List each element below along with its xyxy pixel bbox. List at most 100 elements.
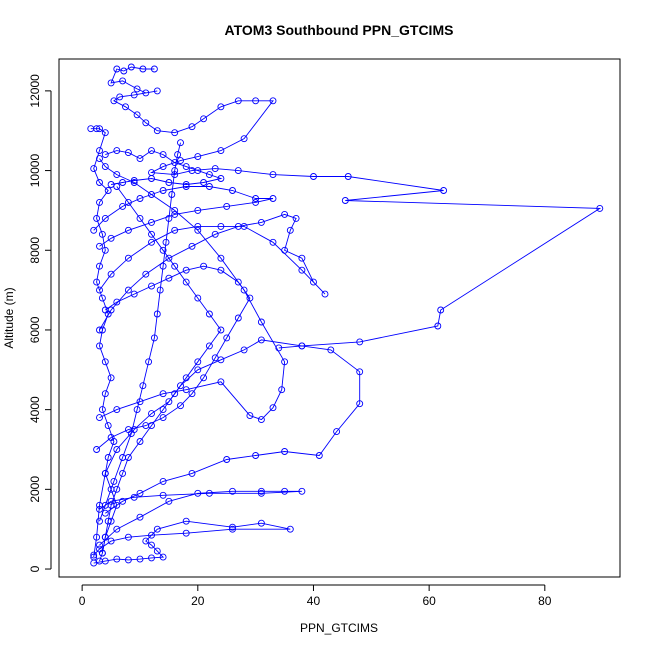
data-point xyxy=(217,175,225,182)
data-point xyxy=(159,477,167,485)
data-point xyxy=(96,262,103,270)
data-point xyxy=(298,254,306,262)
data-point xyxy=(153,87,161,95)
data-point xyxy=(96,517,103,525)
x-tick-label: 20 xyxy=(191,594,205,608)
series-line xyxy=(93,520,291,564)
data-point xyxy=(104,187,112,194)
data-point xyxy=(96,541,103,549)
data-point xyxy=(269,97,277,105)
data-point xyxy=(104,454,112,461)
data-point xyxy=(98,294,106,302)
data-point xyxy=(177,139,184,147)
data-point xyxy=(292,214,300,222)
chart-title: ATOM3 Southbound PPN_GTCIMS xyxy=(225,22,454,38)
data-point xyxy=(252,198,260,206)
data-point xyxy=(119,454,127,461)
data-point xyxy=(136,155,144,163)
data-point xyxy=(223,456,231,463)
data-point xyxy=(113,147,121,155)
series-layer xyxy=(87,63,604,567)
data-point xyxy=(171,210,179,218)
x-tick-label: 0 xyxy=(79,594,86,608)
data-point xyxy=(107,537,115,545)
data-point xyxy=(142,537,150,545)
y-tick-label: 10000 xyxy=(28,154,42,188)
data-point xyxy=(150,65,158,73)
data-point xyxy=(217,326,225,334)
y-tick-label: 2000 xyxy=(28,476,42,503)
data-point xyxy=(171,206,179,214)
series-line xyxy=(99,213,326,331)
x-tick-label: 60 xyxy=(422,594,436,608)
data-point xyxy=(310,278,317,286)
data-point xyxy=(93,278,101,286)
data-point xyxy=(246,294,254,302)
data-point xyxy=(229,525,236,533)
data-point xyxy=(101,163,109,171)
x-tick-label: 40 xyxy=(307,594,321,608)
data-point xyxy=(281,487,289,495)
data-point xyxy=(200,115,208,123)
data-point xyxy=(205,342,213,350)
data-point xyxy=(145,358,153,366)
data-point xyxy=(110,477,118,485)
data-point xyxy=(182,183,190,190)
x-tick-label: 80 xyxy=(538,594,552,608)
data-point xyxy=(119,202,127,210)
series-1 xyxy=(90,517,294,567)
data-point xyxy=(104,422,112,430)
data-point xyxy=(356,338,364,346)
data-point xyxy=(119,497,127,505)
data-point xyxy=(171,262,179,270)
data-point xyxy=(327,346,335,354)
data-point xyxy=(234,278,242,286)
data-point xyxy=(107,79,115,87)
series-4 xyxy=(96,155,289,424)
data-point xyxy=(96,179,103,186)
series-0 xyxy=(90,63,604,561)
data-point xyxy=(281,246,289,254)
data-point xyxy=(275,344,283,352)
data-point xyxy=(101,533,109,541)
data-point xyxy=(101,390,109,398)
data-point xyxy=(96,198,103,206)
data-point xyxy=(298,266,306,274)
data-point xyxy=(96,147,103,155)
y-tick-label: 8000 xyxy=(28,237,42,264)
series-line xyxy=(93,66,602,558)
data-point xyxy=(177,402,184,410)
data-point xyxy=(194,206,202,214)
data-point xyxy=(130,179,138,186)
data-point xyxy=(148,554,155,562)
data-point xyxy=(333,428,341,436)
plot-frame xyxy=(58,58,621,578)
data-point xyxy=(113,65,121,73)
data-point xyxy=(148,238,155,246)
data-point xyxy=(130,91,138,99)
data-point xyxy=(286,226,294,234)
data-point xyxy=(124,149,132,157)
data-point xyxy=(188,242,196,250)
data-point xyxy=(159,262,167,270)
data-point xyxy=(159,491,167,499)
data-point xyxy=(139,382,147,390)
data-point xyxy=(133,111,141,119)
data-point xyxy=(148,147,155,155)
data-point xyxy=(101,306,109,314)
data-point xyxy=(96,342,103,350)
data-point xyxy=(229,187,236,194)
data-point xyxy=(113,298,121,306)
data-point xyxy=(171,390,179,398)
data-point xyxy=(246,412,254,420)
series-9 xyxy=(101,147,225,188)
data-point xyxy=(122,103,129,111)
data-point xyxy=(240,135,248,143)
data-point xyxy=(107,234,115,242)
data-point xyxy=(119,469,127,477)
data-point xyxy=(98,230,106,238)
data-point xyxy=(148,531,155,539)
data-point xyxy=(257,318,265,326)
data-point xyxy=(159,163,167,171)
data-point xyxy=(110,97,118,105)
